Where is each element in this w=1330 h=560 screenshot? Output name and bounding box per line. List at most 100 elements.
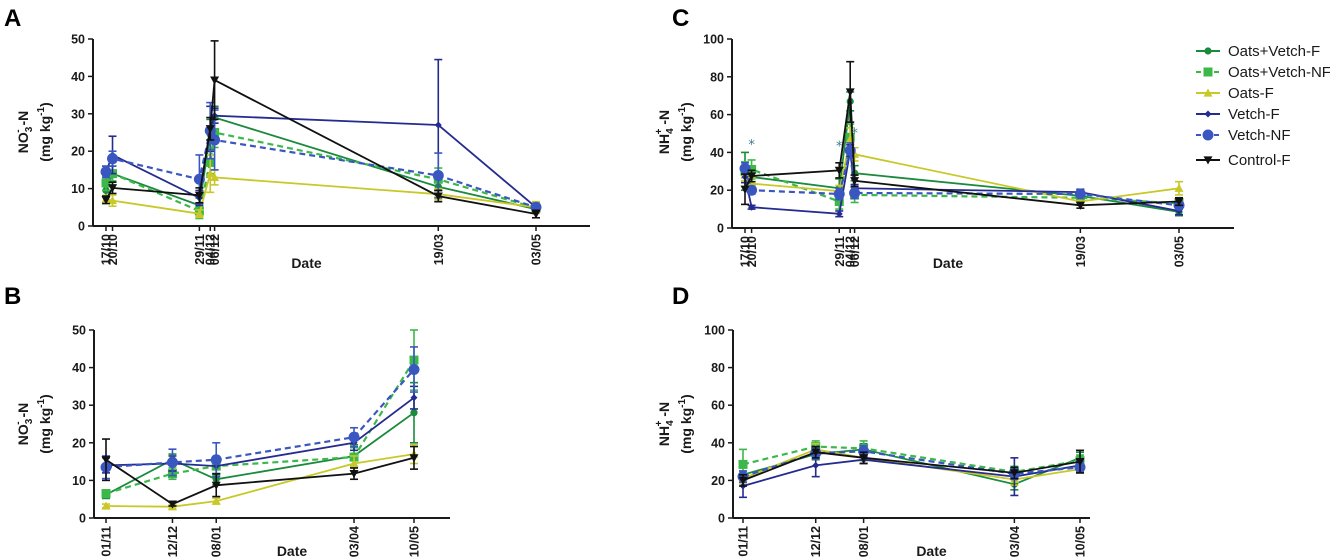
- data-point: [850, 177, 860, 186]
- series-oats-vetch-f: [739, 442, 1084, 491]
- x-tick-label: 20/10: [106, 234, 120, 265]
- legend-item: Control-F: [1196, 152, 1291, 169]
- data-point: [747, 179, 757, 188]
- data-point: [410, 394, 418, 402]
- y-tick-label: 80: [711, 361, 725, 375]
- series-line: [105, 453, 415, 508]
- data-point: [205, 169, 215, 178]
- x-axis-title: Date: [291, 255, 322, 271]
- data-point: [167, 500, 177, 509]
- legend-label: Control-F: [1228, 152, 1291, 169]
- data-point: [531, 210, 541, 219]
- series-oats-f: [101, 154, 541, 219]
- data-point: [210, 172, 220, 181]
- series-control-f: [101, 40, 541, 219]
- data-point: [738, 476, 748, 485]
- data-point: [740, 185, 750, 194]
- data-point: [859, 454, 869, 463]
- legend-label: Vetch-F: [1228, 106, 1280, 123]
- data-point: [834, 197, 844, 207]
- y-axis-title: NO3- -N: [13, 403, 35, 446]
- legend-item: Oats-F: [1196, 85, 1274, 102]
- legend-marker: [1203, 88, 1213, 97]
- x-axis-title: Date: [916, 543, 947, 559]
- data-point: [194, 209, 204, 218]
- y-tick-label: 0: [717, 222, 724, 236]
- panel-letter-a: A: [4, 5, 21, 32]
- y-axis-title: NH4+ -N: [654, 402, 676, 446]
- data-point: [101, 178, 111, 188]
- y-tick-label: 60: [711, 399, 725, 413]
- data-point: [1174, 183, 1184, 192]
- data-point: [349, 470, 359, 479]
- x-tick-label: 01/11: [737, 526, 751, 557]
- data-point: [211, 496, 221, 505]
- data-point: [833, 188, 845, 200]
- significance-marker: *: [748, 138, 755, 153]
- legend-marker: [1204, 47, 1212, 55]
- legend-label: Vetch-NF: [1228, 127, 1291, 144]
- series-control-f: [101, 438, 419, 509]
- x-tick-label: 06/12: [848, 236, 862, 267]
- y-tick-label: 20: [710, 184, 724, 198]
- legend-label: Oats+Vetch-F: [1228, 43, 1320, 60]
- data-point: [194, 191, 204, 200]
- y-tick-label: 0: [78, 220, 85, 234]
- series-control-f: [740, 60, 1184, 210]
- series-line: [105, 359, 415, 495]
- y-axis-title: NH4+ -N: [654, 110, 676, 154]
- y-tick-label: 40: [72, 361, 86, 375]
- x-tick-label: 17/10: [100, 234, 114, 265]
- data-point: [1009, 469, 1019, 478]
- data-point: [408, 363, 420, 375]
- y-tick-label: 80: [710, 70, 724, 84]
- legend: Oats+Vetch-F Oats+Vetch-NF Oats-F Vetch-F Ve…: [1196, 43, 1330, 169]
- x-tick-label: 06/12: [208, 234, 222, 265]
- legend-item: Oats+Vetch-NF: [1196, 64, 1330, 81]
- data-point: [101, 489, 111, 499]
- y-tick-label: 10: [72, 474, 86, 488]
- x-tick-label: 01/11: [100, 526, 114, 557]
- data-point: [739, 162, 751, 174]
- series-oats-f: [101, 443, 419, 511]
- data-point: [101, 501, 111, 510]
- x-tick-label: 10/05: [408, 526, 422, 557]
- data-point: [211, 481, 221, 490]
- y-tick-label: 20: [71, 145, 85, 159]
- legend-item: Vetch-F: [1196, 106, 1280, 123]
- significance-marker: *: [836, 140, 843, 155]
- y-tick-label: 50: [72, 324, 86, 338]
- legend-item: Vetch-NF: [1196, 127, 1291, 144]
- y-tick-label: 60: [710, 108, 724, 122]
- y-axis-unit: (mg kg-1): [36, 394, 53, 453]
- data-point: [858, 445, 870, 457]
- data-point: [107, 153, 119, 165]
- series-control-f: [738, 445, 1085, 487]
- y-axis-unit: (mg kg-1): [677, 102, 694, 161]
- x-tick-label: 03/04: [1008, 526, 1022, 557]
- data-point: [834, 166, 844, 175]
- x-tick-label: 12/12: [166, 526, 180, 557]
- data-point: [205, 125, 215, 134]
- legend-marker: [1203, 156, 1213, 165]
- y-axis-title: NO3- -N: [13, 111, 35, 154]
- data-point: [849, 187, 861, 199]
- y-tick-label: 40: [710, 146, 724, 160]
- x-tick-label: 29/11: [833, 236, 847, 267]
- data-point: [108, 184, 118, 193]
- data-point: [812, 461, 820, 469]
- data-point: [101, 196, 111, 205]
- data-point: [835, 210, 843, 218]
- x-tick-label: 04/12: [844, 236, 858, 267]
- legend-marker: [1202, 129, 1214, 141]
- series-line: [105, 368, 415, 469]
- series-vetch-nf: [100, 346, 420, 480]
- panel-letter-d: D: [672, 283, 689, 310]
- data-point: [1074, 188, 1086, 200]
- data-point: [1174, 197, 1184, 207]
- data-point: [101, 456, 111, 465]
- y-tick-label: 50: [71, 33, 85, 47]
- x-tick-label: 03/04: [348, 526, 362, 557]
